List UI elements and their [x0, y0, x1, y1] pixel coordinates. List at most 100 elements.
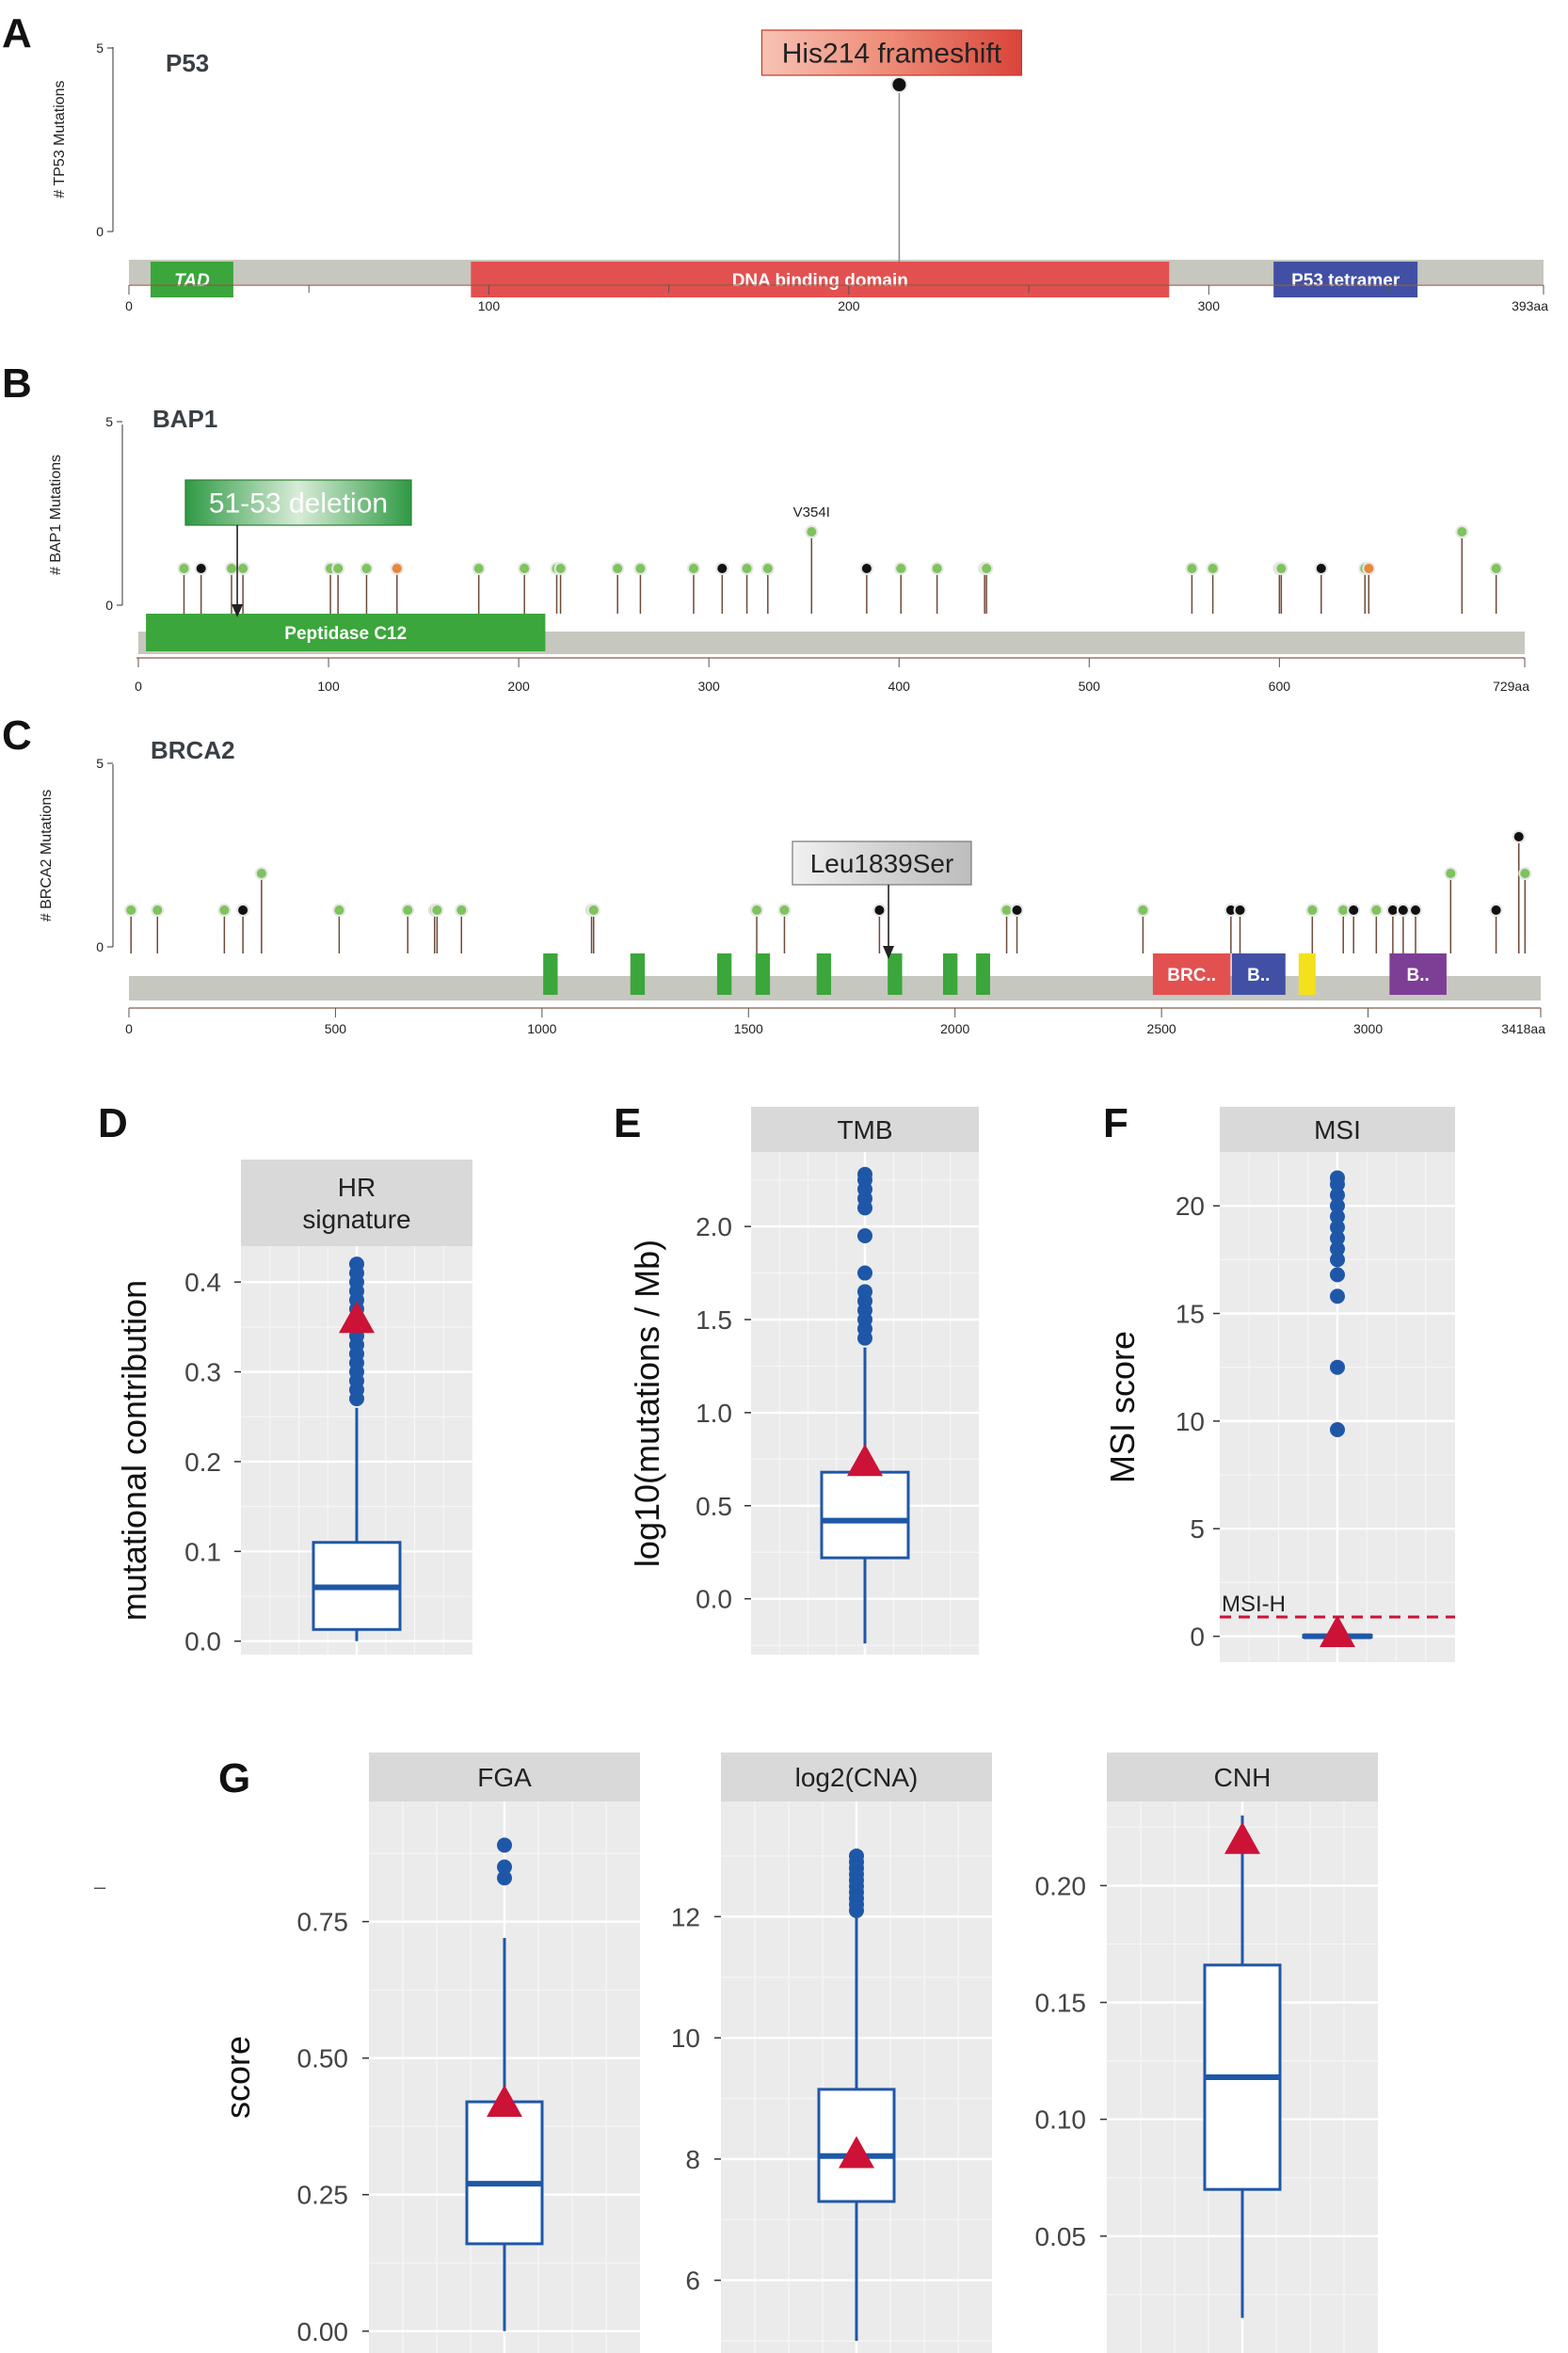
- box-iqr: [465, 2100, 544, 2246]
- y-tick-label: 0.4: [184, 1268, 221, 1297]
- x-tick-label: 1500: [734, 1021, 763, 1036]
- boxplot-f: MSI 0 5 10 15 20 MSI score MSI-H: [1103, 1107, 1455, 1662]
- x-tick-label: 0: [125, 1021, 133, 1036]
- mutation-point: [520, 564, 530, 573]
- y-tick-label: 0.25: [297, 2181, 349, 2210]
- x-tick-label: 0: [135, 679, 142, 694]
- mutation-point: [227, 564, 237, 573]
- mutation-point: [1387, 905, 1398, 915]
- callout-box: [792, 840, 972, 886]
- mutation-point: [1513, 832, 1524, 841]
- y-tick-label: 0.0: [696, 1585, 732, 1614]
- mutation-point: [1208, 564, 1218, 573]
- outlier-point: [857, 1166, 872, 1182]
- callout-arrow-head: [232, 604, 244, 617]
- mutation-point: [1491, 564, 1501, 573]
- mutation-point: [874, 905, 885, 915]
- mutation-point: [1187, 564, 1197, 573]
- facet-strip: [1220, 1107, 1455, 1152]
- mutation-point: [1446, 869, 1456, 878]
- lollipop-bap1: BAP1 0 5 # BAP1 Mutations Peptidase C12 0 100 2…: [48, 405, 1529, 694]
- x-tick-label: 100: [317, 679, 340, 694]
- protein-backbone: [129, 976, 1541, 1000]
- x-tick-label: 200: [507, 679, 530, 694]
- outlier-point: [349, 1257, 364, 1273]
- mutation-point: [432, 905, 442, 915]
- domain-label: BRC..: [1167, 966, 1216, 985]
- gene-name: BAP1: [152, 405, 217, 433]
- x-tick-label: 200: [838, 298, 860, 313]
- mutation-point: [1316, 564, 1326, 573]
- protein-domain: [543, 953, 558, 995]
- boxplot-d: HR signature 0.0 0.1 0.2 0.3 0.4 mutational con…: [115, 1160, 472, 1657]
- mutation-point: [779, 905, 790, 915]
- y-tick-label: 0.10: [1035, 2105, 1087, 2135]
- mutation-point: [1411, 905, 1421, 915]
- facet-strip: [241, 1160, 472, 1246]
- mutation-point: [238, 905, 248, 915]
- protein-domain: [1298, 953, 1316, 995]
- y-tick-label: 2.0: [696, 1212, 732, 1241]
- x-tick-label: 393aa: [1512, 298, 1548, 313]
- panel-label-c: C: [2, 712, 32, 759]
- lollipop-brca2: BRCA2 0 5 # BRCA2 Mutations BRC.. B.. B.. 0 500 1…: [39, 736, 1545, 1036]
- x-tick-label: 600: [1269, 679, 1291, 694]
- facet-label: MSI: [1314, 1115, 1361, 1144]
- y-tick-label: 15: [1176, 1300, 1205, 1329]
- y-tick-label: 0: [1190, 1623, 1205, 1652]
- mutation-point: [982, 564, 992, 573]
- mutation-point: [333, 564, 344, 573]
- protein-domain: [471, 262, 1170, 297]
- mutation-point: [334, 905, 344, 915]
- facet-label: FGA: [477, 1763, 532, 1792]
- mutation-point: [219, 905, 230, 915]
- callout-label: His214 frameshift: [782, 39, 1002, 70]
- mutation-point: [473, 564, 484, 573]
- sample-marker: [1320, 1614, 1355, 1647]
- x-tick-label: 500: [325, 1021, 347, 1036]
- outlier-point: [857, 1284, 872, 1300]
- outlier-point: [1330, 1267, 1345, 1283]
- outlier-point: [1330, 1230, 1345, 1246]
- domain-label: P53 tetramer: [1291, 271, 1400, 291]
- y-tick-label: 6: [685, 2266, 700, 2296]
- x-tick-label: 400: [888, 679, 911, 694]
- panel-label-g: G: [218, 1755, 250, 1801]
- stray-mark: –: [94, 1875, 106, 1898]
- panel-label-a: A: [2, 10, 32, 56]
- mutation-point: [1371, 905, 1382, 915]
- domain-label: B..: [1407, 966, 1430, 985]
- mutation-point: [1520, 869, 1530, 878]
- mutation-point: [196, 564, 206, 573]
- mutation-point: [1364, 564, 1374, 573]
- boxplot-e: TMB 0.0 0.5 1.0 1.5 2.0 log10(mutations / Mb): [628, 1107, 979, 1655]
- outlier-point: [1330, 1289, 1345, 1305]
- mutation-point: [1276, 564, 1287, 573]
- protein-domain: [888, 953, 903, 995]
- outlier-point: [1330, 1209, 1345, 1225]
- sample-marker: [839, 2136, 874, 2169]
- y-axis-label: mutational contribution: [115, 1280, 153, 1621]
- y-tick-label: 0.5: [696, 1492, 732, 1521]
- y-tick-label: 8: [685, 2145, 700, 2174]
- mutation-point: [717, 564, 728, 573]
- panel-label-e: E: [614, 1100, 641, 1146]
- sample-marker: [847, 1444, 883, 1477]
- protein-domain: [1231, 953, 1286, 995]
- domain-label: DNA binding domain: [732, 271, 908, 291]
- mutation-point: [689, 564, 699, 573]
- mutation-point: [1457, 527, 1467, 536]
- mutation-annotation: V354I: [793, 504, 830, 520]
- callout-arrow-head: [883, 946, 895, 959]
- mutation-point: [752, 905, 762, 915]
- mutation-point: [152, 905, 163, 915]
- y-tick-label: 1.0: [696, 1399, 732, 1428]
- x-tick-label: 300: [1198, 298, 1221, 313]
- facet-strip: [751, 1107, 979, 1152]
- lollipop-p53: P53 0 5 # TP53 Mutations TAD DNA binding doma…: [52, 29, 1548, 313]
- y-tick-label: 1.5: [696, 1305, 732, 1335]
- panel-label-b: B: [2, 360, 32, 407]
- mutation-point: [403, 905, 413, 915]
